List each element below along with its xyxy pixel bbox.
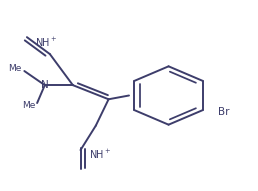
Text: NH$^+$: NH$^+$ [90,148,112,161]
Text: Br: Br [218,107,230,117]
Text: NH$^+$: NH$^+$ [35,36,57,49]
Text: Me: Me [22,101,36,110]
Text: N: N [41,80,49,90]
Text: Me: Me [9,64,22,73]
